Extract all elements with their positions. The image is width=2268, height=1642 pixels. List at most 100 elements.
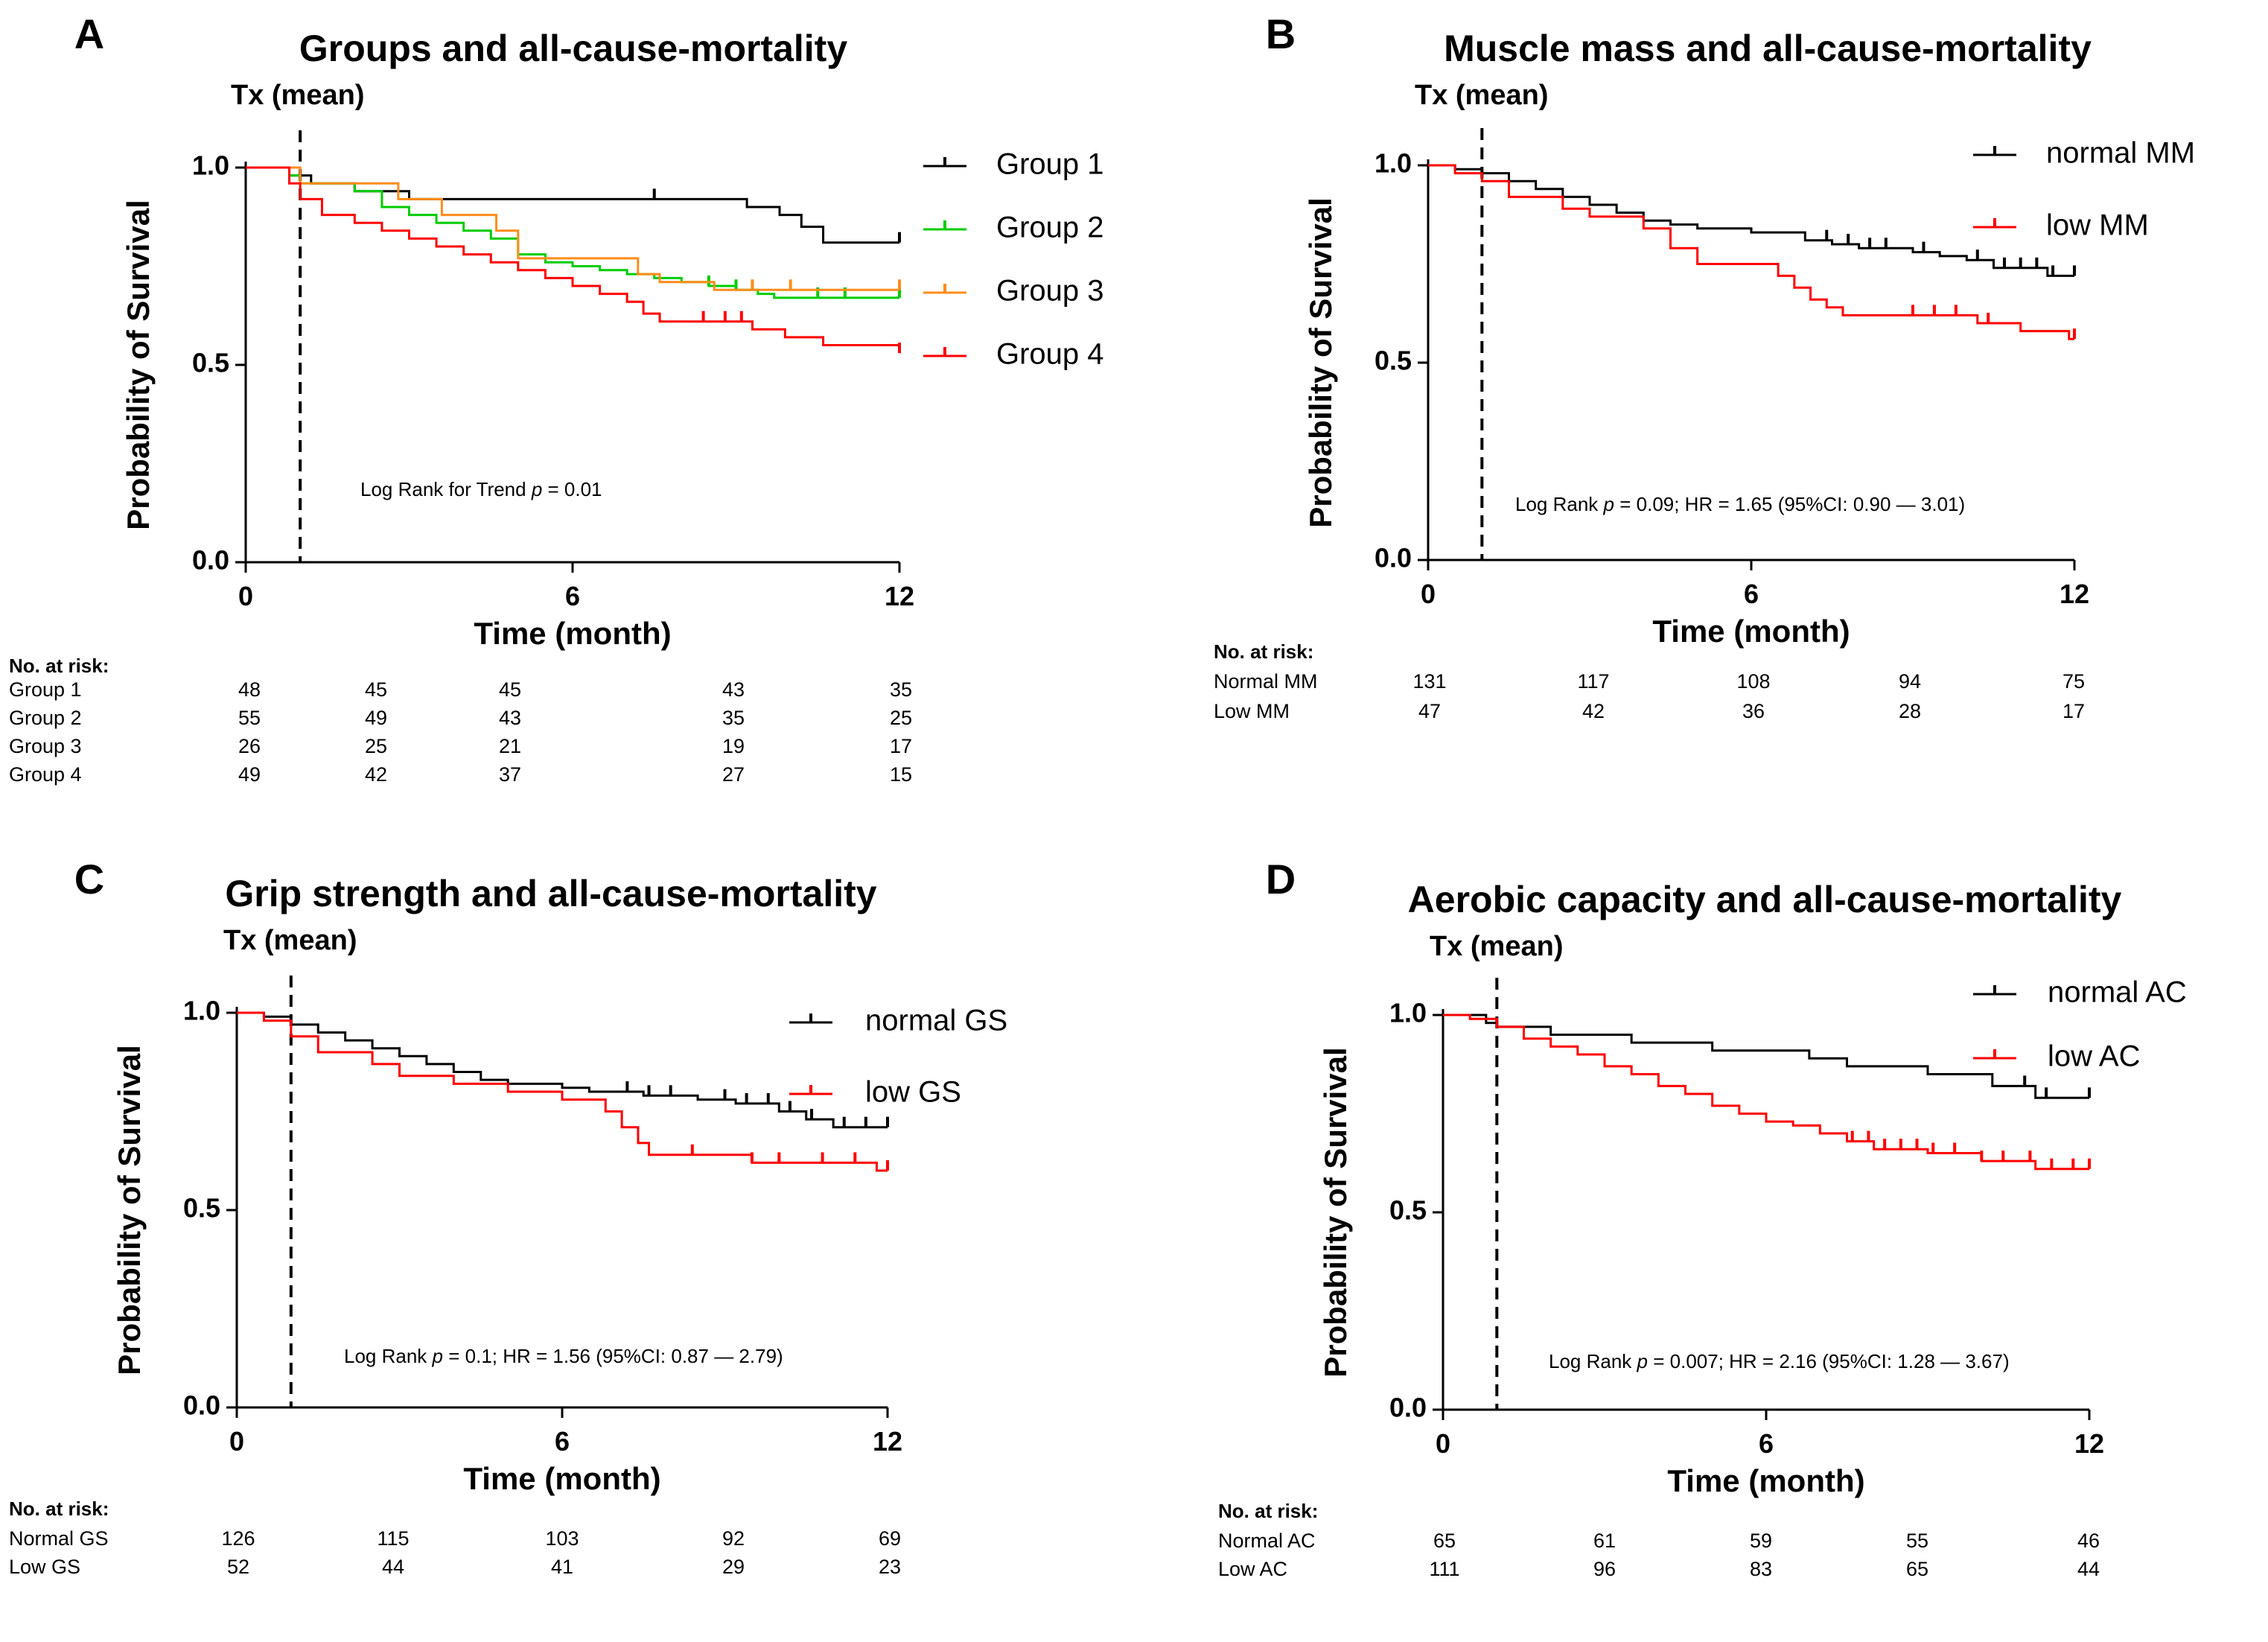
x-tick-label: 12	[2074, 1428, 2104, 1459]
survival-curve-normal-mm	[1428, 164, 2074, 277]
risk-cell: 41	[551, 1556, 573, 1578]
annotation-p: p	[432, 1345, 443, 1367]
risk-cell: 65	[1433, 1530, 1456, 1552]
risk-cell: 117	[1577, 670, 1609, 693]
tx-mean-label: Tx (mean)	[231, 80, 364, 111]
risk-cell: 59	[1750, 1530, 1772, 1552]
risk-row-label: Low MM	[1214, 700, 1290, 722]
chart-title: Aerobic capacity and all-cause-mortality	[1408, 879, 2122, 920]
legend-label: low MM	[2046, 209, 2149, 242]
annotation-p: p	[1637, 1350, 1648, 1372]
y-tick-label: 1.0	[1389, 998, 1427, 1028]
annotation-pre: Log Rank	[1549, 1350, 1637, 1372]
legend-label: Group 3	[996, 275, 1104, 308]
annotation-p: p	[1603, 493, 1614, 515]
panel-d: D Aerobic capacity and all-cause-mortalit…	[1191, 845, 2268, 1642]
survival-curve-group-4	[246, 166, 901, 354]
risk-row-label: Normal GS	[9, 1527, 109, 1550]
risk-row-label: Normal AC	[1218, 1530, 1316, 1552]
x-tick-label: 0	[1421, 579, 1436, 609]
risk-cell: 75	[2062, 670, 2085, 693]
x-axis-title: Time (month)	[463, 1461, 660, 1496]
y-tick-label: 0.5	[183, 1193, 220, 1223]
x-axis-title: Time (month)	[1667, 1463, 1864, 1498]
risk-cell: 65	[1906, 1558, 1928, 1580]
km-chart-svg: D Aerobic capacity and all-cause-mortalit…	[1218, 856, 2187, 1580]
y-tick-label: 1.0	[183, 996, 220, 1026]
risk-cell: 44	[382, 1556, 404, 1578]
y-tick-label: 0.5	[1375, 346, 1412, 376]
chart-title: Grip strength and all-cause-mortality	[225, 873, 876, 914]
risk-cell: 92	[722, 1527, 745, 1550]
risk-cell: 17	[890, 735, 912, 757]
survival-curve-normal-gs	[237, 1011, 888, 1129]
y-tick-label: 0.0	[1375, 543, 1412, 573]
risk-row-label: Low GS	[9, 1556, 80, 1578]
y-tick-label: 1.0	[192, 150, 229, 181]
panel-a: A Groups and all-cause-mortality Tx (mean)…	[0, 0, 1134, 797]
risk-cell: 17	[2062, 700, 2085, 722]
x-tick-label: 6	[555, 1426, 570, 1457]
panel-letter: D	[1266, 856, 1296, 903]
risk-cell: 35	[890, 678, 912, 701]
x-tick-label: 12	[2060, 579, 2089, 609]
legend-label: Group 2	[996, 211, 1104, 244]
chart-title: Groups and all-cause-mortality	[299, 28, 847, 69]
y-axis-title: Probability of Survival	[112, 1045, 147, 1375]
log-rank-annotation: Log Rank p = 0.1; HR = 1.56 (95%CI: 0.87…	[344, 1345, 783, 1367]
risk-cell: 96	[1593, 1558, 1616, 1580]
risk-cell: 42	[365, 763, 387, 786]
risk-cell: 42	[1582, 700, 1605, 722]
survival-curve-low-ac	[1443, 1013, 2089, 1171]
risk-cell: 35	[722, 707, 745, 729]
panel-letter: B	[1266, 10, 1296, 57]
y-tick-label: 0.0	[1389, 1393, 1427, 1423]
risk-table-heading: No. at risk:	[9, 1498, 109, 1520]
km-chart-svg: C Grip strength and all-cause-mortality Tx…	[9, 856, 1007, 1578]
risk-cell: 44	[2077, 1558, 2100, 1580]
y-axis-title: Probability of Survival	[1303, 197, 1338, 527]
x-tick-label: 12	[873, 1426, 902, 1457]
tx-mean-label: Tx (mean)	[1430, 931, 1563, 962]
survival-curve-low-mm	[1428, 164, 2074, 340]
risk-cell: 25	[365, 735, 387, 757]
risk-cell: 111	[1429, 1558, 1459, 1580]
risk-cell: 15	[890, 763, 912, 786]
risk-cell: 36	[1742, 700, 1765, 722]
risk-cell: 131	[1412, 670, 1446, 693]
risk-cell: 45	[499, 678, 521, 701]
km-chart-svg: B Muscle mass and all-cause-mortality Tx (…	[1214, 10, 2195, 722]
risk-row-label: Low AC	[1218, 1558, 1287, 1580]
risk-cell: 115	[377, 1527, 409, 1550]
y-tick-label: 0.0	[192, 545, 229, 576]
risk-table-heading: No. at risk:	[1214, 640, 1313, 663]
risk-cell: 28	[1899, 700, 1921, 722]
panel-c: C Grip strength and all-cause-mortality Tx…	[0, 845, 1134, 1642]
risk-cell: 23	[879, 1556, 901, 1578]
x-tick-label: 0	[238, 581, 253, 611]
risk-cell: 83	[1750, 1558, 1772, 1580]
risk-cell: 19	[722, 735, 745, 757]
risk-cell: 49	[365, 707, 387, 729]
risk-cell: 48	[238, 678, 261, 701]
tx-mean-label: Tx (mean)	[223, 925, 357, 956]
risk-cell: 61	[1593, 1530, 1616, 1552]
risk-row-label: Group 4	[9, 763, 82, 786]
risk-cell: 94	[1899, 670, 1921, 693]
y-tick-label: 0.5	[192, 348, 229, 378]
risk-cell: 37	[499, 763, 521, 786]
y-tick-label: 0.5	[1389, 1195, 1427, 1226]
legend-label: normal GS	[865, 1005, 1007, 1037]
x-axis-title: Time (month)	[474, 616, 671, 651]
y-axis-title: Probability of Survival	[121, 200, 156, 529]
annotation-pre: Log Rank	[344, 1345, 433, 1367]
annotation-post: = 0.09; HR = 1.65 (95%CI: 0.90 — 3.01)	[1614, 493, 1965, 515]
log-rank-annotation: Log Rank p = 0.09; HR = 1.65 (95%CI: 0.9…	[1515, 493, 1965, 515]
annotation-post: = 0.007; HR = 2.16 (95%CI: 1.28 — 3.67)	[1648, 1350, 2010, 1372]
risk-cell: 25	[890, 707, 912, 729]
risk-cell: 55	[1906, 1530, 1928, 1552]
y-tick-label: 0.0	[183, 1390, 220, 1421]
risk-cell: 27	[722, 763, 745, 786]
survival-curve-group-1	[246, 166, 899, 244]
x-tick-label: 6	[565, 581, 580, 611]
